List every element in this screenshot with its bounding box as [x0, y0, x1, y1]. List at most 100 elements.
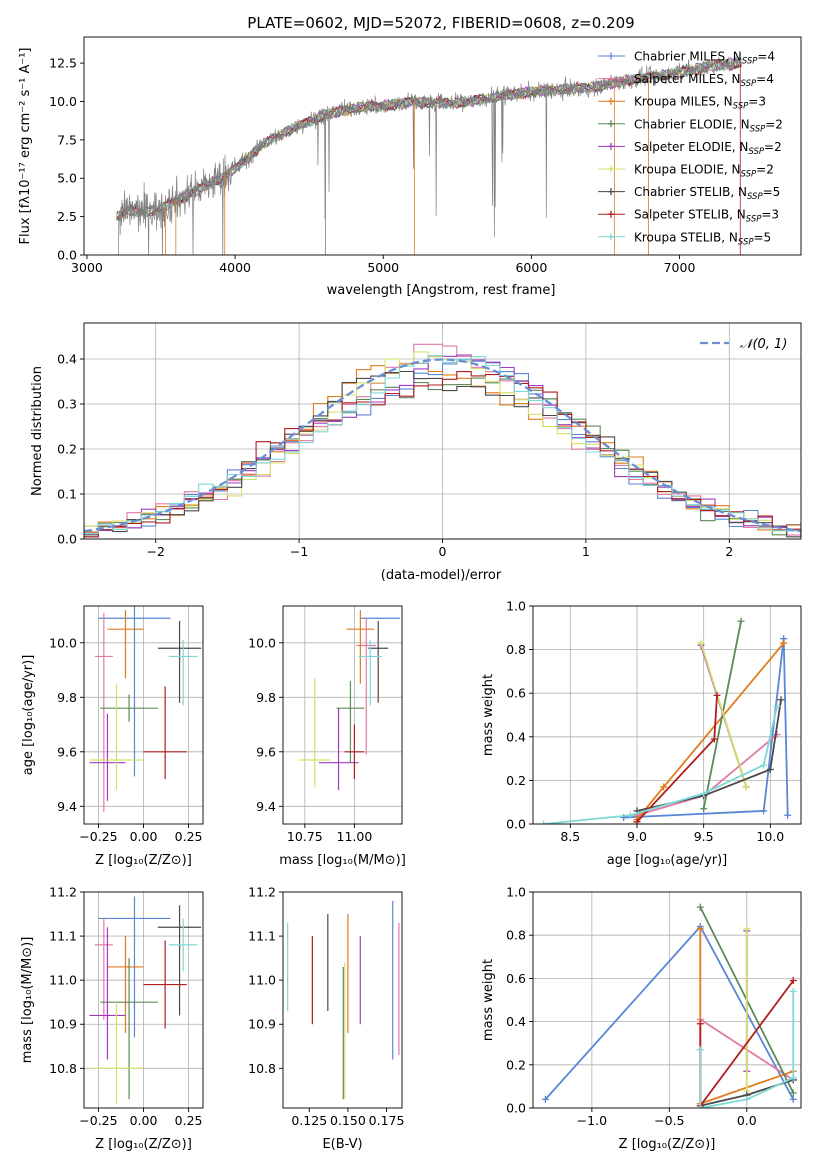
y-tick-label: 9.6	[256, 744, 276, 759]
legend-marker	[607, 165, 615, 173]
y-tick-label: 11.1	[49, 929, 77, 944]
spectrum-axes: 3000 4000 5000 6000 7000 0.0 2.5 5.0 7.5 10.0 12.5	[49, 36, 802, 275]
plot-area	[116, 55, 742, 255]
y-tick-label: 10.8	[248, 1061, 276, 1076]
weight-marker	[626, 811, 634, 819]
x-tick-label: −0.25	[79, 829, 117, 844]
y-tick-label: 0.0	[57, 532, 77, 547]
weight-marker	[710, 735, 718, 743]
x-tick-label: 10.0	[756, 829, 784, 844]
y-tick-label: 0.2	[57, 442, 77, 457]
x-axis-label: wavelength [Angstrom, rest frame]	[327, 283, 556, 298]
y-axis-label: Flux [fλ10⁻¹⁷ erg cm⁻² s⁻¹ A⁻¹]	[18, 48, 33, 245]
weight-marker	[789, 1074, 797, 1082]
y-tick-label: 11.2	[49, 885, 77, 900]
y-tick-label: 0.2	[506, 773, 526, 788]
y-tick-label: 0.4	[57, 352, 77, 367]
x-tick-label: 6000	[515, 260, 547, 275]
x-tick-label: −1.0	[577, 1113, 607, 1128]
y-tick-label: 0.4	[506, 1014, 526, 1029]
weight-marker	[633, 818, 641, 824]
legend-label: Salpeter MILES, NSSP=4	[634, 72, 774, 89]
y-tick-label: 0.4	[506, 729, 526, 744]
y-tick-label: 11.0	[49, 973, 77, 988]
legend-marker	[607, 233, 615, 241]
axes-frame	[83, 891, 204, 1109]
x-tick-label: 3000	[71, 260, 103, 275]
x-tick-label: 0.25	[175, 829, 203, 844]
plot-area	[84, 343, 801, 538]
x-tick-label: 0.00	[130, 1113, 158, 1128]
legend-marker	[607, 97, 615, 105]
weight-marker	[743, 1095, 751, 1103]
y-tick-label: 11.2	[248, 885, 276, 900]
axes-frame	[83, 36, 802, 256]
x-axis-label: Z [log₁₀(Z/Z⊙)]	[619, 1137, 716, 1152]
weight-marker	[789, 1089, 797, 1097]
y-tick-label: 0.1	[57, 487, 77, 502]
axes-frame	[83, 605, 204, 825]
weight-marker	[789, 987, 797, 995]
y-axis-label: mass weight	[481, 674, 496, 756]
y-tick-label: 0.8	[506, 928, 526, 943]
y-tick-label: 0.0	[506, 817, 526, 832]
y-tick-label: 10.9	[49, 1017, 77, 1032]
x-axis-label: Z [log₁₀(Z/Z⊙)]	[95, 1137, 192, 1152]
x-tick-label: 7000	[664, 260, 696, 275]
x-tick-label: 9.5	[694, 829, 714, 844]
weight-marker	[777, 696, 785, 704]
legend-label: Salpeter STELIB, NSSP=3	[634, 208, 779, 225]
weight-marker	[743, 925, 751, 933]
spectrum-legend: Chabrier MILES, NSSP=4 Salpeter MILES, NS…	[598, 50, 783, 247]
y-axis-label: age [log₁₀(age/yr)]	[21, 655, 36, 776]
legend-marker	[607, 75, 615, 83]
weight-marker	[773, 731, 781, 739]
y-tick-label: 12.5	[49, 56, 77, 71]
y-tick-label: 0.0	[57, 248, 77, 263]
plot-area	[541, 903, 797, 1108]
legend-label: Chabrier ELODIE, NSSP=2	[634, 117, 783, 134]
weight-marker	[773, 702, 781, 710]
y-tick-label: 9.4	[57, 799, 77, 814]
x-tick-label: 0	[439, 544, 447, 559]
y-axis-label: Normed distribution	[30, 366, 45, 496]
y-tick-label: 10.0	[248, 635, 276, 650]
legend-marker	[607, 120, 615, 128]
y-axis-label: mass [log₁₀(M/M⊙)]	[20, 937, 35, 1064]
weight-marker	[696, 925, 704, 933]
y-tick-label: 9.4	[256, 799, 276, 814]
y-tick-label: 1.0	[506, 599, 526, 614]
y-tick-label: 10.0	[49, 94, 77, 109]
x-tick-label: 0.0	[737, 1113, 757, 1128]
y-tick-label: 7.5	[57, 132, 77, 147]
weight-marker	[766, 766, 774, 773]
y-tick-label: 0.8	[506, 642, 526, 657]
y-tick-label: 11.1	[248, 929, 276, 944]
histogram-step	[84, 354, 801, 535]
x-axis-label: E(B-V)	[322, 1137, 362, 1152]
axes-frame	[83, 322, 802, 540]
x-axis-label: age [log₁₀(age/yr)]	[607, 853, 728, 868]
weight-marker	[789, 977, 797, 985]
legend-label: Chabrier MILES, NSSP=4	[634, 50, 775, 67]
weight-marker	[780, 639, 788, 647]
x-tick-label: 1	[582, 544, 590, 559]
plot-area	[89, 896, 202, 1104]
x-axis-label: (data-model)/error	[381, 568, 502, 583]
weight-marker	[784, 811, 792, 819]
weight-vs-age-axes: 8.5 9.0 9.5 10.0 0.0 0.2 0.4 0.6 0.8 1.0	[506, 599, 802, 844]
y-tick-label: 5.0	[57, 171, 77, 186]
y-tick-label: 9.8	[256, 690, 276, 705]
legend-label: 𝒩(0, 1)	[740, 337, 787, 352]
axes-frame	[282, 891, 403, 1109]
weight-marker	[696, 1046, 704, 1054]
weight-vs-z-axes: −1.0 −0.5 0.0 0.0 0.2 0.4 0.6 0.8 1.0	[506, 885, 802, 1128]
weight-marker	[789, 1095, 797, 1103]
weight-marker	[737, 617, 745, 625]
y-tick-label: 1.0	[506, 885, 526, 900]
x-tick-label: −2	[146, 544, 164, 559]
x-tick-label: 0.25	[175, 1113, 203, 1128]
weight-line	[700, 642, 748, 788]
chart-title: PLATE=0602, MJD=52072, FIBERID=0608, z=0…	[247, 14, 634, 32]
